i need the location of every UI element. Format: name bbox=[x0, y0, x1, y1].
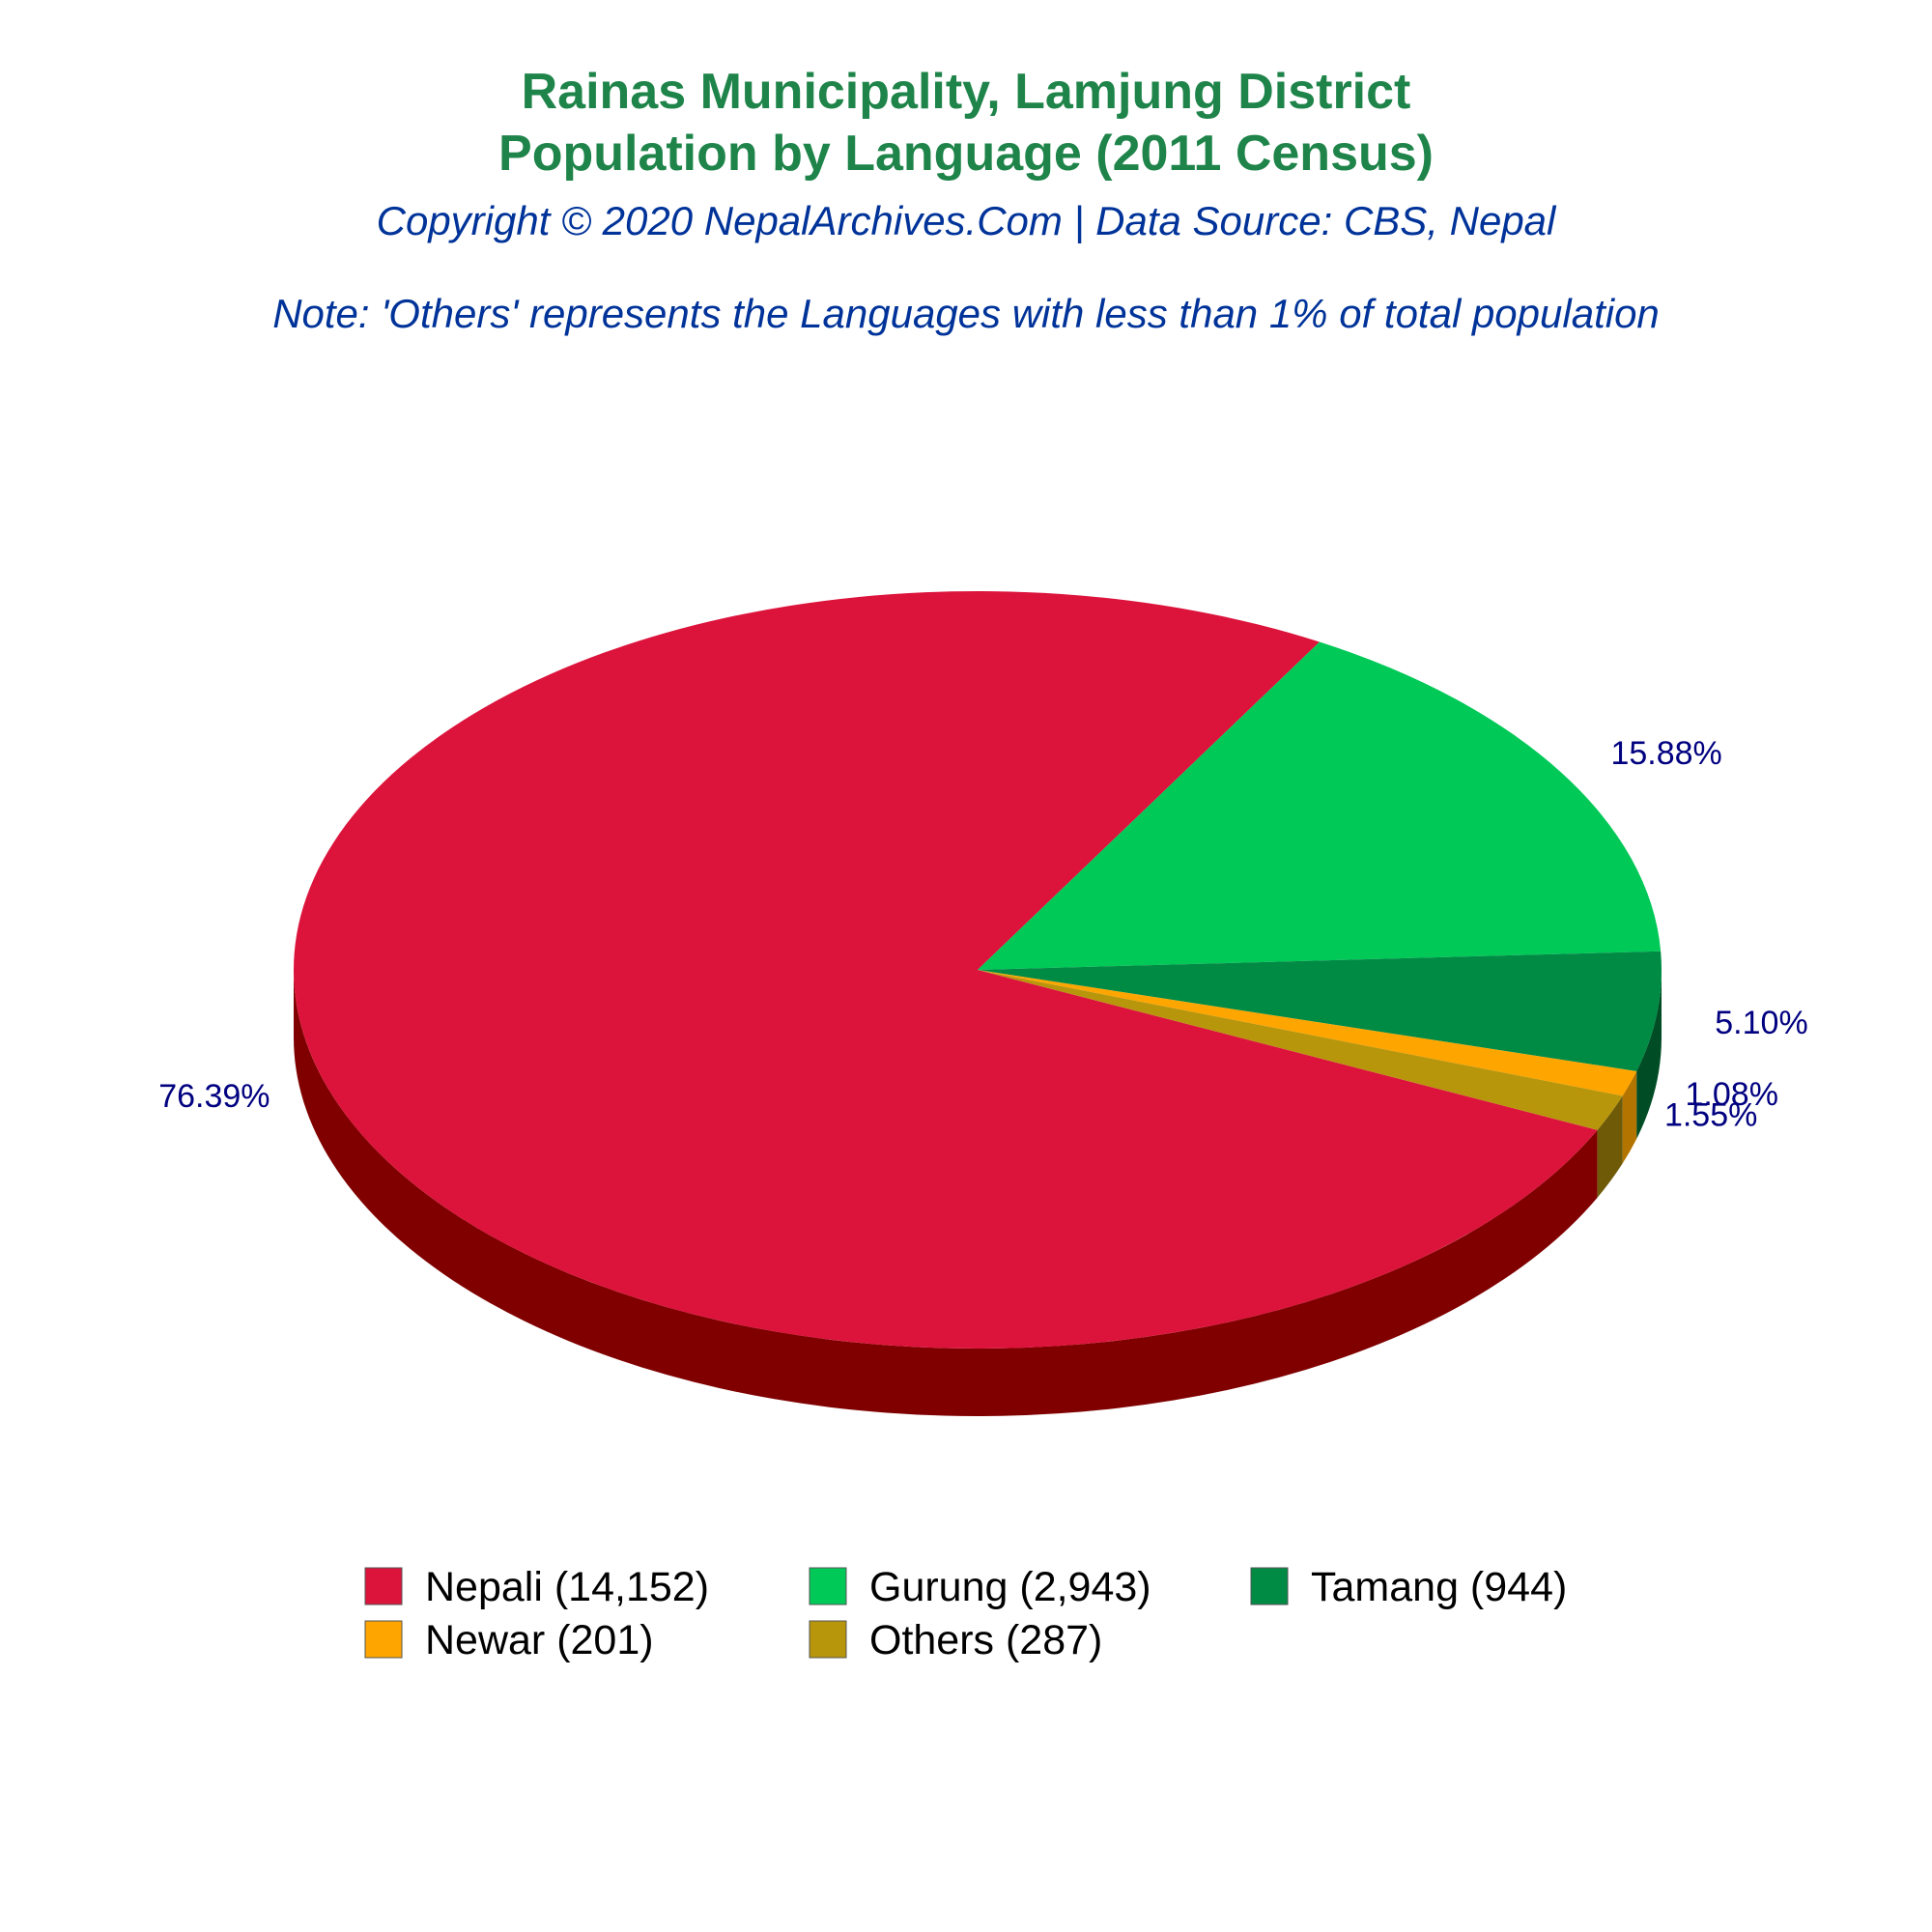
legend-swatch-gurung bbox=[809, 1567, 847, 1605]
legend-label-nepali: Nepali (14,152) bbox=[425, 1564, 709, 1610]
pie-label-nepali: 76.39% bbox=[158, 1078, 270, 1115]
pie-label-tamang: 5.10% bbox=[1715, 1005, 1807, 1041]
legend-item-nepali: Nepali (14,152) bbox=[364, 1564, 709, 1610]
pie-slice-newar bbox=[978, 970, 1637, 1096]
legend-swatch-others bbox=[809, 1620, 847, 1659]
pie-slice-others bbox=[978, 970, 1623, 1130]
legend-label-newar: Newar (201) bbox=[425, 1617, 654, 1663]
legend-swatch-newar bbox=[364, 1620, 403, 1659]
chart-title-line-1: Rainas Municipality, Lamjung District bbox=[522, 64, 1411, 120]
legend-label-tamang: Tamang (944) bbox=[1311, 1564, 1567, 1610]
pie-side-nepali bbox=[294, 970, 1598, 1416]
legend-item-others: Others (287) bbox=[809, 1617, 1102, 1663]
legend-item-gurung: Gurung (2,943) bbox=[809, 1564, 1151, 1610]
pie-label-newar: 1.08% bbox=[1686, 1076, 1778, 1113]
legend-label-others: Others (287) bbox=[869, 1617, 1102, 1663]
pie-side-tamang bbox=[1636, 970, 1662, 1139]
legend: Nepali (14,152) Gurung (2,943) Tamang (944… bbox=[364, 1564, 1567, 1663]
pie-slice-nepali bbox=[293, 591, 1598, 1350]
chart-note: Note: 'Others' represents the Languages … bbox=[272, 291, 1660, 336]
pie-slice-tamang bbox=[978, 951, 1662, 1071]
pie-side-newar bbox=[1622, 1070, 1637, 1164]
chart-title-line-2: Population by Language (2011 Census) bbox=[498, 126, 1434, 182]
pie-sides bbox=[294, 970, 1662, 1416]
pie-slice-gurung bbox=[978, 641, 1662, 970]
pie-label-gurung: 15.88% bbox=[1610, 735, 1721, 772]
pie-percent-labels: 76.39% 15.88% 5.10% 1.08%1.55% bbox=[158, 735, 1807, 1134]
legend-swatch-tamang bbox=[1250, 1567, 1289, 1605]
legend-label-gurung: Gurung (2,943) bbox=[869, 1564, 1151, 1610]
chart-subtitle: Copyright © 2020 NepalArchives.Com | Dat… bbox=[377, 198, 1557, 244]
pie-label-others: 1.55% bbox=[1664, 1096, 1757, 1133]
legend-swatch-nepali bbox=[364, 1567, 403, 1605]
legend-item-tamang: Tamang (944) bbox=[1250, 1564, 1567, 1610]
legend-item-newar: Newar (201) bbox=[364, 1617, 654, 1663]
pie-side-others bbox=[1597, 1095, 1623, 1198]
pie-slices bbox=[293, 591, 1662, 1350]
